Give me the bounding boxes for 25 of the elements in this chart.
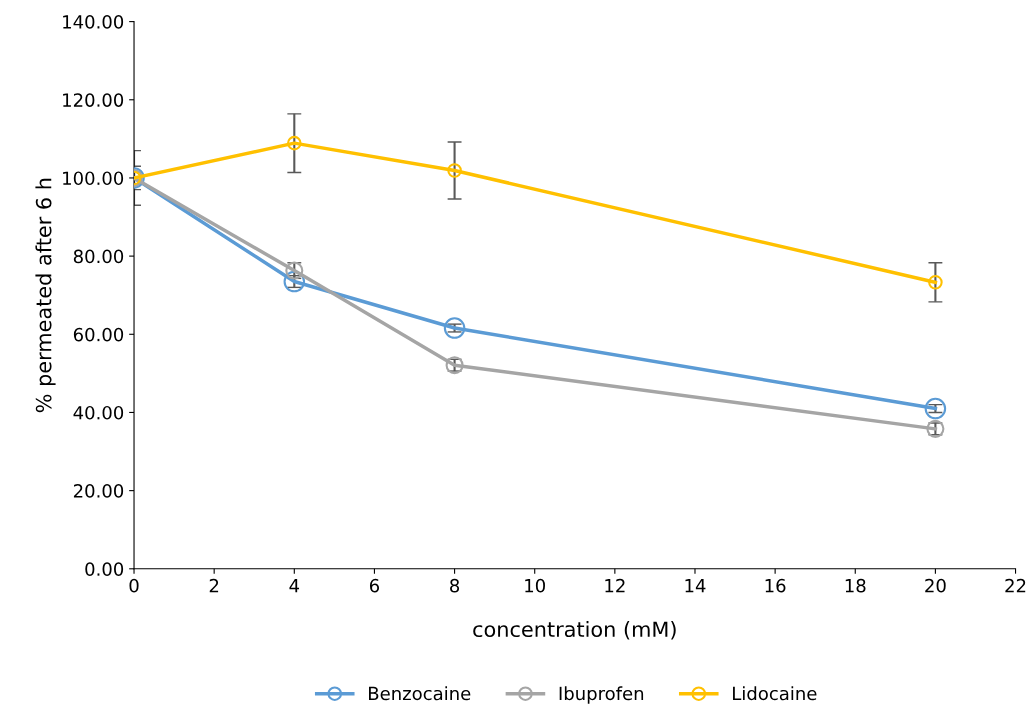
legend-label: Benzocaine: [369, 686, 471, 701]
x-tick-label: 4: [289, 579, 300, 593]
x-tick-label: 12: [605, 578, 625, 593]
x-tick-label: 20: [925, 578, 946, 593]
x-tick-label: 8: [450, 578, 460, 593]
y-tick-label: 20.00: [73, 484, 124, 498]
legend-label: Ibuprofen: [559, 686, 644, 704]
x-tick-label: 18: [845, 578, 866, 593]
y-tick-label: 100.00: [63, 171, 124, 186]
y-tick-label: 40.00: [73, 405, 124, 420]
y-axis-title: % permeated after 6 h: [35, 178, 56, 413]
x-tick-label: 2: [209, 578, 219, 593]
x-axis-title: concentration (mM): [473, 621, 676, 640]
legend-label: Lidocaine: [733, 686, 817, 701]
y-tick-label: 0.00: [85, 562, 124, 576]
x-tick-label: 10: [525, 578, 545, 593]
x-tick-label: 6: [369, 578, 380, 593]
x-tick-label: 22: [1005, 578, 1026, 593]
y-tick-label: 120.00: [63, 93, 124, 107]
y-tick-label: 140.00: [63, 15, 124, 29]
x-tick-label: 14: [685, 579, 706, 593]
y-tick-label: 60.00: [73, 327, 124, 342]
y-tick-label: 80.00: [73, 249, 124, 264]
x-tick-label: 0: [129, 578, 139, 593]
x-tick-label: 16: [765, 578, 786, 593]
